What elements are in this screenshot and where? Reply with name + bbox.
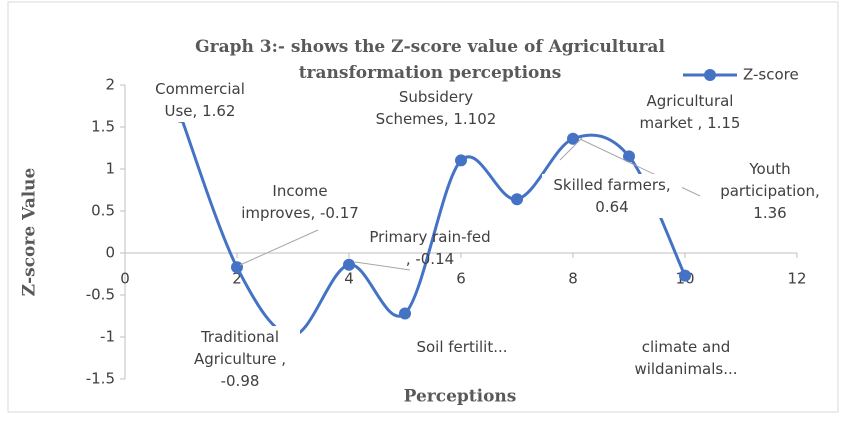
y-tick-label: 1.5 <box>91 118 115 136</box>
x-tick-label: 6 <box>456 270 466 288</box>
y-tick-label: 1 <box>105 160 115 178</box>
point <box>679 269 691 282</box>
x-tick-label: 8 <box>568 270 578 288</box>
legend-marker <box>704 69 716 81</box>
point-label: Youth participation, 1.36 <box>705 158 835 224</box>
y-axis-label: Z-score Value <box>20 167 40 296</box>
legend-label: Z-score <box>743 66 799 84</box>
x-tick-label: 0 <box>120 270 130 288</box>
point <box>511 193 523 206</box>
y-tick-label: 0 <box>105 244 115 262</box>
x-axis-label: Perceptions <box>404 387 517 407</box>
y-tick-label: 0.5 <box>91 202 115 220</box>
y-tick-label: -1 <box>100 328 115 346</box>
point-label: climate and wildanimals... <box>616 336 756 380</box>
x-tick-label: 4 <box>344 270 354 288</box>
point-label: Soil fertilit... <box>402 336 522 358</box>
point <box>343 258 355 271</box>
point-label: Subsidery Schemes, 1.102 <box>361 86 511 130</box>
point-label: Agricultural market , 1.15 <box>625 90 755 134</box>
leader-line <box>559 137 583 161</box>
point <box>623 150 635 163</box>
y-tick-label: -1.5 <box>86 370 115 388</box>
leader-line <box>354 261 411 271</box>
series-line <box>179 116 687 337</box>
leader-line <box>239 229 319 266</box>
point-label: Income improves, -0.17 <box>235 180 365 224</box>
point-label: Traditional Agriculture , -0.98 <box>180 326 300 392</box>
point <box>399 307 411 320</box>
y-tick-label: -0.5 <box>86 286 115 304</box>
point <box>455 154 467 167</box>
point <box>567 132 579 145</box>
point-label: Commercial Use, 1.62 <box>145 78 255 122</box>
y-tick-label: 2 <box>105 76 115 94</box>
x-tick-label: 12 <box>787 270 806 288</box>
chart-title: Graph 3:- shows the Z-score value of Agr… <box>195 37 665 83</box>
point <box>231 261 243 274</box>
point-label: Primary rain-fed , -0.14 <box>369 228 491 268</box>
x-tick-label: 2 <box>232 270 242 288</box>
point-label: Skilled farmers, 0.64 <box>542 174 682 218</box>
chart-border <box>7 1 839 413</box>
